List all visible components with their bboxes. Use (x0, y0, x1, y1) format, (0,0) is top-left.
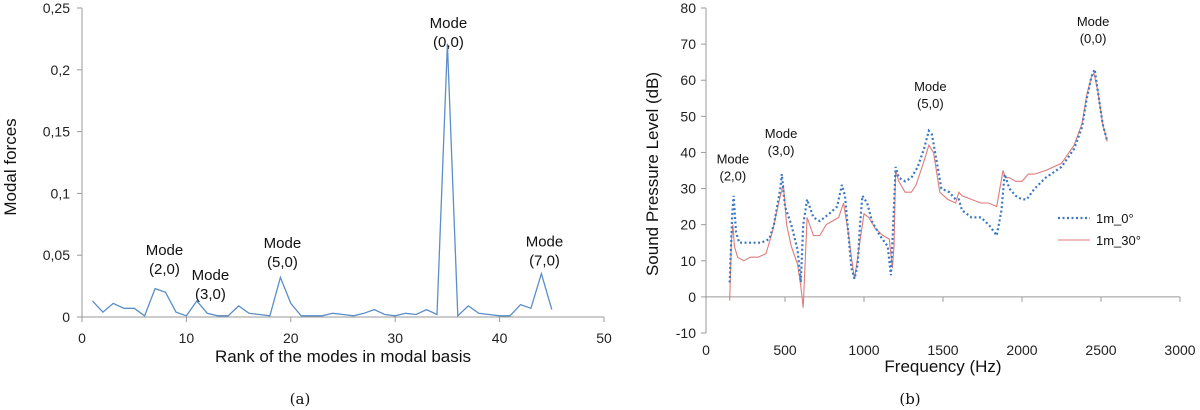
chart-b-annotation-2-line1: Mode (914, 79, 947, 94)
chart-a-annotation-0-line1: Mode (146, 242, 184, 259)
chart-b-xtick-label: 1000 (848, 342, 879, 358)
chart-b-ytick-label: 50 (680, 108, 696, 124)
chart-a-caption: (a) (290, 390, 311, 408)
chart-a-annotation-2-line2: (5,0) (267, 254, 298, 271)
chart-b-ytick-label: 70 (680, 36, 696, 52)
chart-b-ytick-label: 60 (680, 72, 696, 88)
chart-b-ytick-label: 30 (680, 181, 696, 197)
chart-a-annotation-4-line1: Mode (526, 234, 564, 251)
chart-b-ytick-label: 40 (680, 144, 696, 160)
chart-a-annotation-3-line1: Mode (430, 15, 468, 32)
chart-b-ytick-label: -10 (676, 325, 696, 341)
chart-b-xtick-label: 0 (702, 342, 710, 358)
chart-a-annotation-1-line2: (3,0) (195, 286, 226, 303)
chart-a-ylabel: Modal forces (1, 118, 20, 215)
chart-a-series-line (91, 43, 553, 318)
chart-b-xtick-label: 1500 (927, 342, 958, 358)
chart-b-ytick-label: 0 (688, 289, 696, 305)
chart-a-annotation-4-line2: (7,0) (529, 253, 560, 270)
chart-a-xtick-label: 20 (283, 330, 299, 346)
chart-a-ytick-label: 0,15 (43, 124, 70, 140)
chart-b-legend-label-1: 1m_30° (1096, 233, 1141, 248)
chart-b: -10 0 10 20 30 40 50 60 70 80 0 500 1000 1500 2000 250… (643, 0, 1196, 408)
chart-b-legend-label-0: 1m_0° (1096, 211, 1134, 226)
chart-a-annotation-2-line1: Mode (264, 235, 302, 252)
chart-a-xtick-label: 10 (179, 330, 195, 346)
chart-a-ytick-label: 0 (62, 309, 70, 325)
chart-a-xtick-label: 40 (492, 330, 508, 346)
chart-b-xtick-label: 2000 (1006, 342, 1037, 358)
chart-b-legend: 1m_0° 1m_30° (1058, 211, 1141, 248)
chart-b-annotation-1-line1: Mode (765, 126, 798, 141)
chart-a-xtick-label: 0 (78, 330, 86, 346)
chart-a-xlabel: Rank of the modes in modal basis (215, 347, 471, 366)
chart-b-xtick-label: 2500 (1085, 342, 1116, 358)
chart-b-ytick-label: 10 (680, 253, 696, 269)
chart-b-annotation-3-line1: Mode (1077, 14, 1110, 29)
chart-a-annotation-3-line2: (0,0) (433, 34, 464, 51)
chart-b-ytick-label: 80 (680, 0, 696, 16)
chart-b-caption: (b) (899, 390, 920, 408)
chart-b-xtick-label: 3000 (1164, 342, 1195, 358)
chart-b-annotation-3-line2: (0,0) (1080, 31, 1107, 46)
chart-b-annotation-0-line2: (2,0) (719, 168, 746, 183)
chart-a-ytick-label: 0,2 (51, 62, 71, 78)
chart-a-annotation-1-line1: Mode (192, 267, 230, 284)
chart-b-annotation-0-line1: Mode (717, 151, 750, 166)
chart-a-xtick-label: 50 (596, 330, 612, 346)
chart-a-ytick-label: 0,25 (43, 0, 70, 16)
chart-b-annotation-2-line2: (5,0) (917, 96, 944, 111)
chart-b-xtick-label: 500 (773, 342, 797, 358)
chart-a-ytick-label: 0,1 (51, 185, 71, 201)
chart-a: 0 0,05 0,1 0,15 0,2 0,25 0 10 20 30 40 50 Mode (2,0… (1, 0, 612, 408)
chart-a-annotation-0-line2: (2,0) (149, 261, 180, 278)
chart-b-xlabel: Frequency (Hz) (884, 357, 1001, 376)
chart-a-ytick-label: 0,05 (43, 247, 70, 263)
chart-b-ytick-label: 20 (680, 217, 696, 233)
chart-b-annotation-1-line2: (3,0) (768, 143, 795, 158)
chart-a-xtick-label: 30 (387, 330, 403, 346)
chart-b-ylabel: Sound Pressure Level (dB) (643, 72, 662, 276)
